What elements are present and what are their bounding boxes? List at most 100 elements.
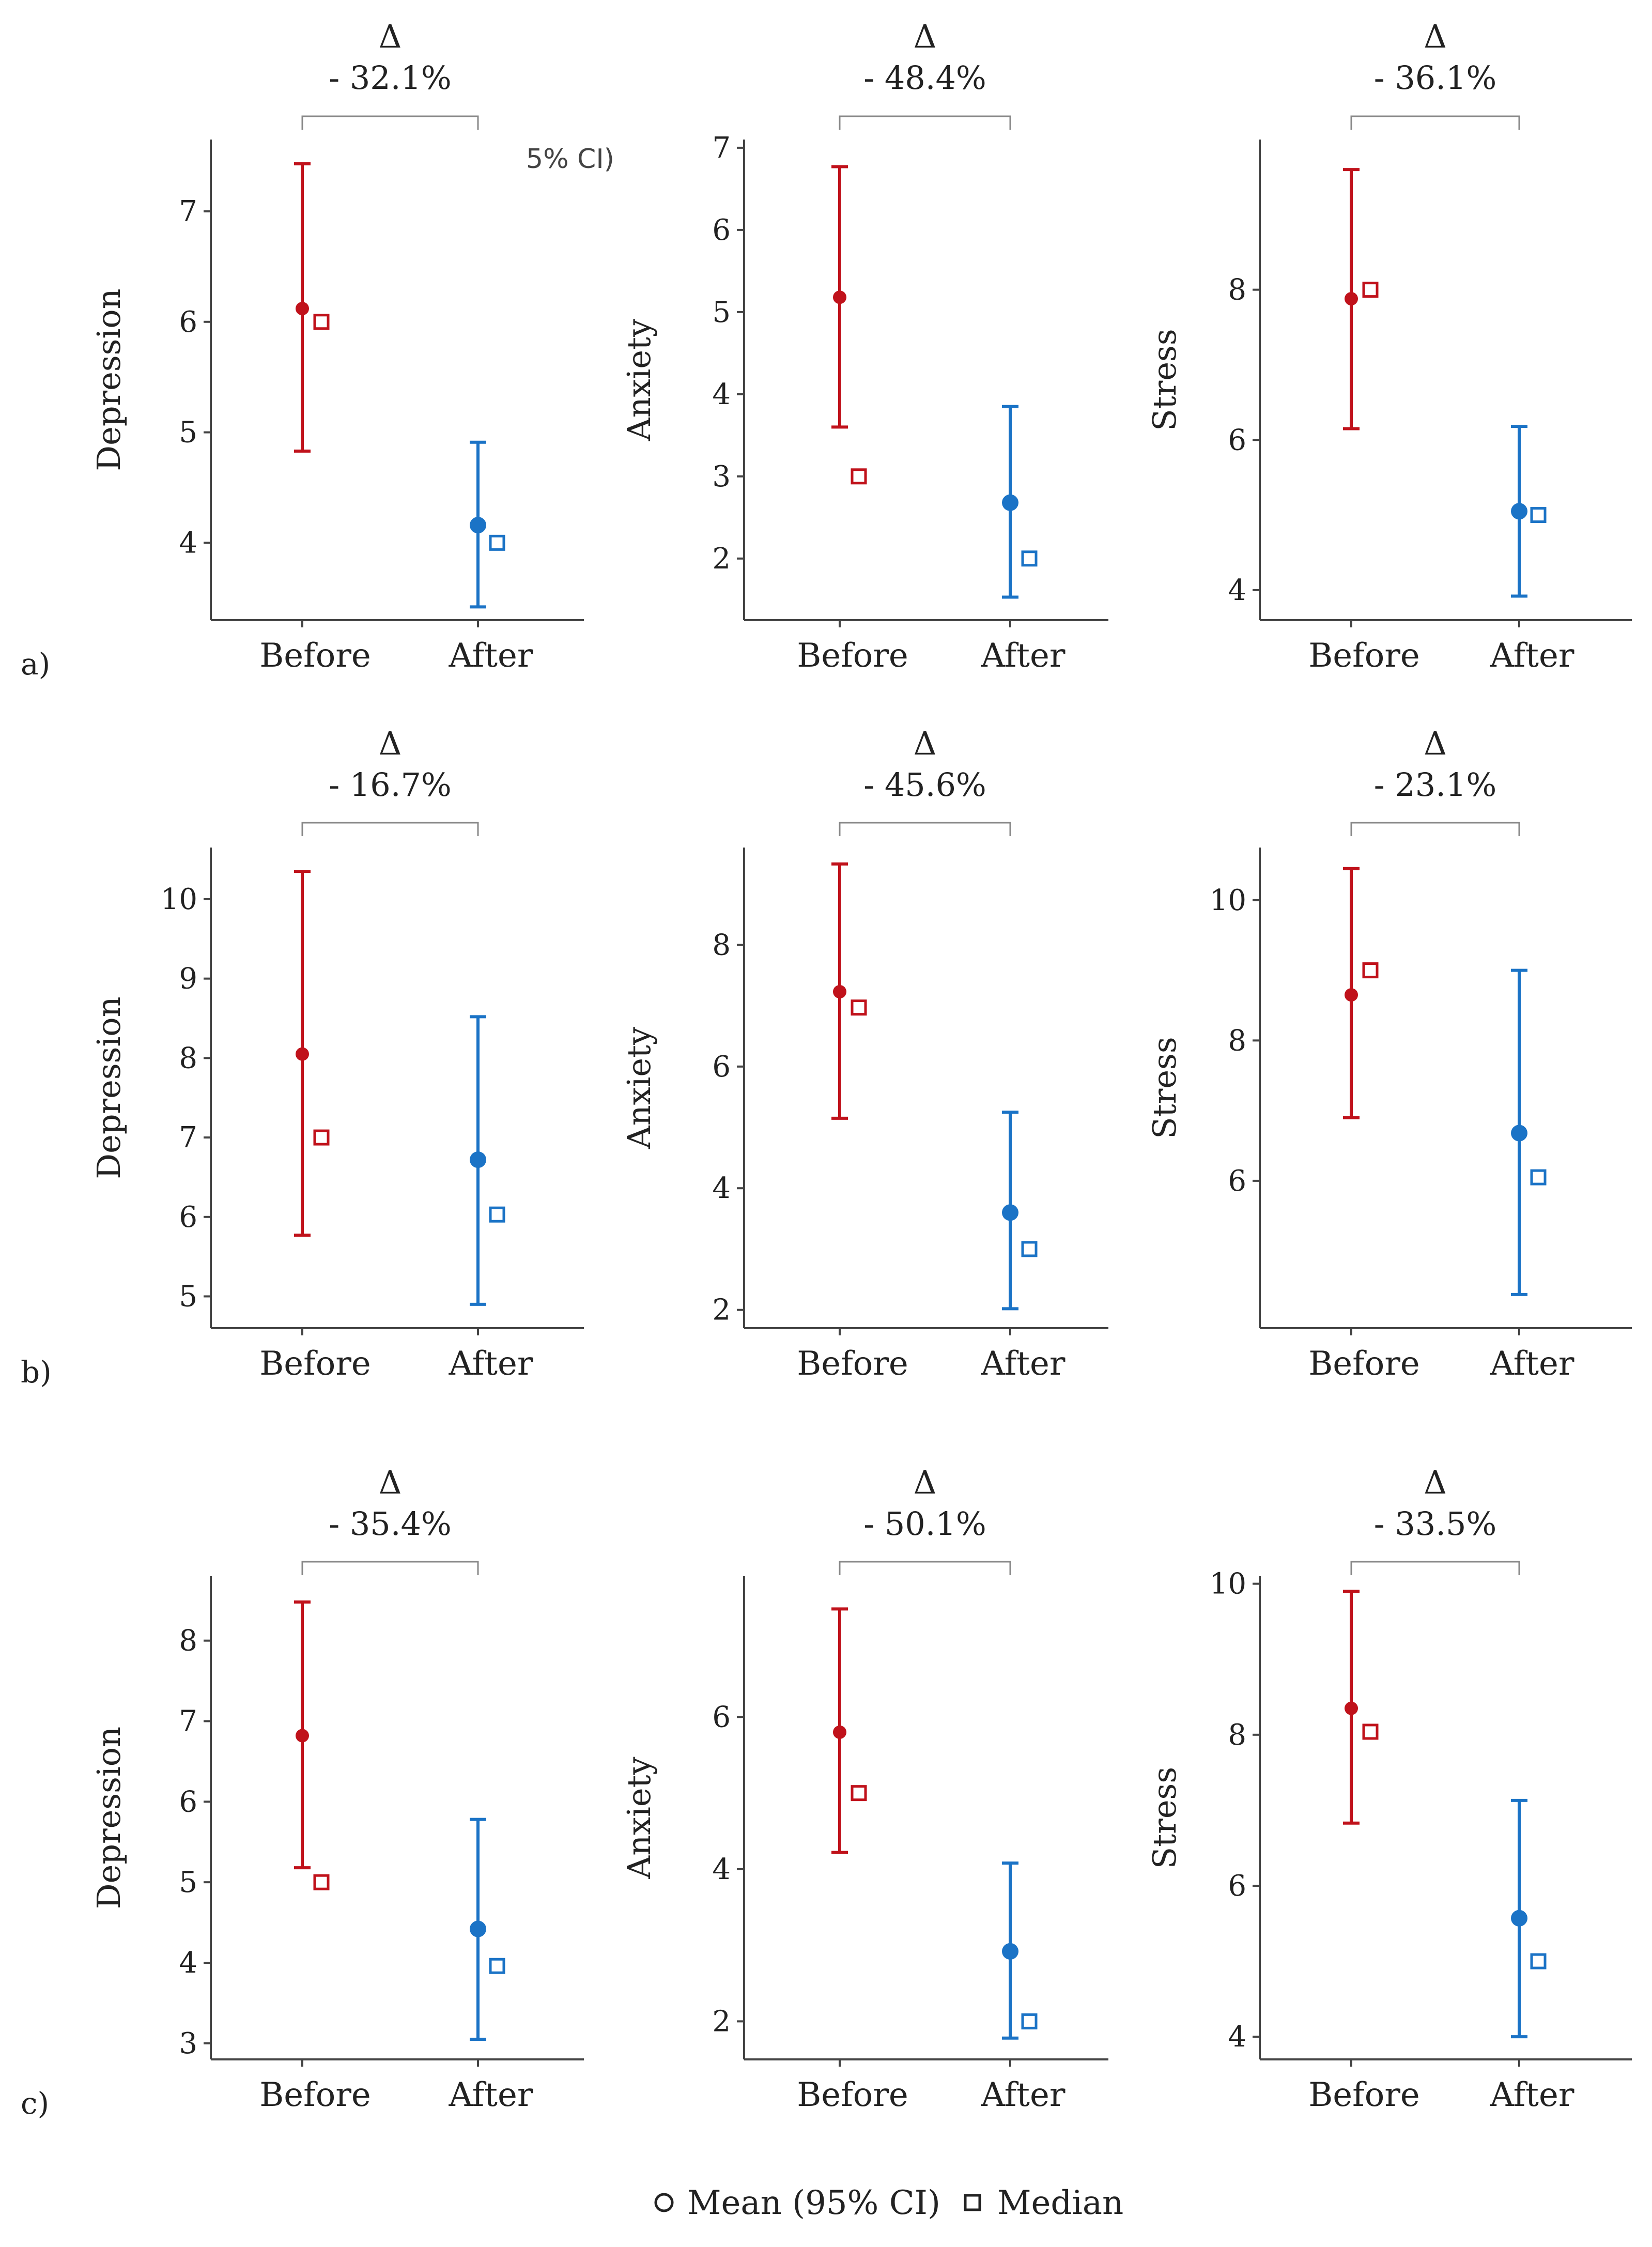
median-marker <box>489 534 505 551</box>
mean-point <box>1345 988 1358 1002</box>
x-tick-label: Before <box>797 1345 908 1383</box>
comparison-bracket <box>1350 115 1520 130</box>
series-before <box>831 165 867 485</box>
y-tick-label: 5 <box>179 1280 197 1314</box>
median-marker <box>1362 282 1379 298</box>
series-before <box>294 870 330 1237</box>
comparison-bracket <box>1350 822 1520 836</box>
series-before <box>294 162 330 453</box>
y-tick-label: 10 <box>1210 884 1246 917</box>
y-tick-label: 6 <box>1228 1164 1246 1198</box>
y-axis-label: Depression <box>90 996 128 1179</box>
delta-symbol: Δ <box>1424 725 1447 762</box>
x-tick-label: Before <box>1308 637 1420 675</box>
y-axis-label: Anxiety <box>620 1027 658 1149</box>
panel-a-anxiety: 2 3 4 5 6 7 Anxiety Before After Δ - 48.4% <box>620 18 1108 675</box>
comparison-bracket <box>301 1561 479 1575</box>
x-tick-label: After <box>1490 1345 1574 1383</box>
mean-point <box>1345 292 1358 306</box>
y-tick-label: 8 <box>1228 273 1246 307</box>
comparison-bracket <box>301 822 479 836</box>
y-tick-label: 2 <box>712 1294 731 1327</box>
x-tick-label: Before <box>1308 2076 1420 2114</box>
y-tick-label: 3 <box>712 460 731 494</box>
series-before <box>1343 1590 1379 1825</box>
percent-change: - 35.4% <box>329 1505 452 1543</box>
delta-symbol: Δ <box>379 1464 402 1501</box>
y-tick-label: 4 <box>1228 2020 1246 2054</box>
row-label: c) <box>21 2086 49 2121</box>
series-after <box>1002 1861 1038 2040</box>
x-tick-label: After <box>981 1345 1066 1383</box>
percent-change: - 45.6% <box>863 766 986 804</box>
series-before <box>831 1607 867 1854</box>
y-tick-label: 5 <box>179 416 197 450</box>
percent-change: - 32.1% <box>329 59 452 97</box>
y-tick-label: 6 <box>1228 1869 1246 1903</box>
percent-change: - 48.4% <box>863 59 986 97</box>
mean-point <box>1002 1204 1018 1221</box>
mean-point <box>296 1047 309 1061</box>
panel-b-stress: 6 8 10 Stress Before After Δ - 23.1% <box>1146 725 1632 1383</box>
panel-a-depression: 4 5 6 7 Depression Before After Δ - 32.1% a) <box>21 18 584 682</box>
y-tick-label: 10 <box>161 883 197 916</box>
x-tick-label: Before <box>797 2076 908 2114</box>
x-tick-label: After <box>981 2076 1066 2114</box>
median-marker <box>1362 962 1379 979</box>
median-marker <box>313 314 330 330</box>
series-after <box>470 440 505 609</box>
y-tick-label: 2 <box>712 2005 731 2038</box>
median-marker <box>489 1206 505 1223</box>
series-before <box>1343 168 1379 430</box>
median-marker <box>1021 550 1038 567</box>
mean-point <box>1511 503 1527 520</box>
x-tick-label: After <box>1490 637 1574 675</box>
legend-mean-label: Mean (95% CI) <box>687 2184 940 2222</box>
legend-median-icon <box>964 2194 981 2211</box>
row-label: b) <box>21 1355 52 1390</box>
y-tick-label: 2 <box>712 542 731 576</box>
y-tick-label: 4 <box>712 378 731 411</box>
y-tick-label: 7 <box>179 1705 197 1738</box>
y-tick-label: 8 <box>179 1624 197 1658</box>
x-tick-label: Before <box>1308 1345 1420 1383</box>
y-tick-label: 6 <box>712 1050 731 1084</box>
median-marker <box>1021 2013 1038 2029</box>
x-tick-label: Before <box>259 2076 371 2114</box>
delta-symbol: Δ <box>914 18 937 55</box>
y-tick-label: 3 <box>179 2027 197 2060</box>
y-tick-label: 6 <box>1228 423 1246 457</box>
mean-point <box>833 290 846 304</box>
median-marker <box>1021 1241 1038 1257</box>
delta-symbol: Δ <box>379 18 402 55</box>
mean-point <box>296 1729 309 1743</box>
legend: Mean (95% CI) Median <box>654 2184 1123 2222</box>
median-marker <box>851 999 867 1016</box>
y-tick-label: 6 <box>179 305 197 339</box>
median-marker <box>489 1958 505 1974</box>
panel-c-stress: 4 6 8 10 Stress Before After Δ - 33.5% <box>1146 1464 1632 2114</box>
median-marker <box>851 1785 867 1802</box>
y-tick-label: 7 <box>179 1121 197 1155</box>
y-tick-label: 6 <box>712 1700 731 1734</box>
mean-point <box>1002 1943 1018 1960</box>
median-marker <box>1530 1169 1547 1186</box>
mean-point <box>1511 1910 1527 1927</box>
legend-median-label: Median <box>997 2184 1123 2222</box>
series-before <box>1343 867 1379 1119</box>
series-before <box>831 862 867 1120</box>
series-after <box>1511 968 1547 1296</box>
y-axis-label: Depression <box>90 1727 128 1909</box>
y-tick-label: 8 <box>1228 1718 1246 1752</box>
series-after <box>1002 405 1038 599</box>
comparison-bracket <box>839 822 1011 836</box>
delta-symbol: Δ <box>914 725 937 762</box>
series-after <box>1511 1798 1547 2039</box>
y-axis-label: Anxiety <box>620 319 658 441</box>
y-axis-label: Depression <box>90 288 128 471</box>
panel-a-stress: 4 6 8 Stress Before After Δ - 36.1% <box>1146 18 1632 675</box>
series-after <box>1511 425 1547 598</box>
y-tick-label: 4 <box>712 1172 731 1205</box>
mean-point <box>296 302 309 316</box>
